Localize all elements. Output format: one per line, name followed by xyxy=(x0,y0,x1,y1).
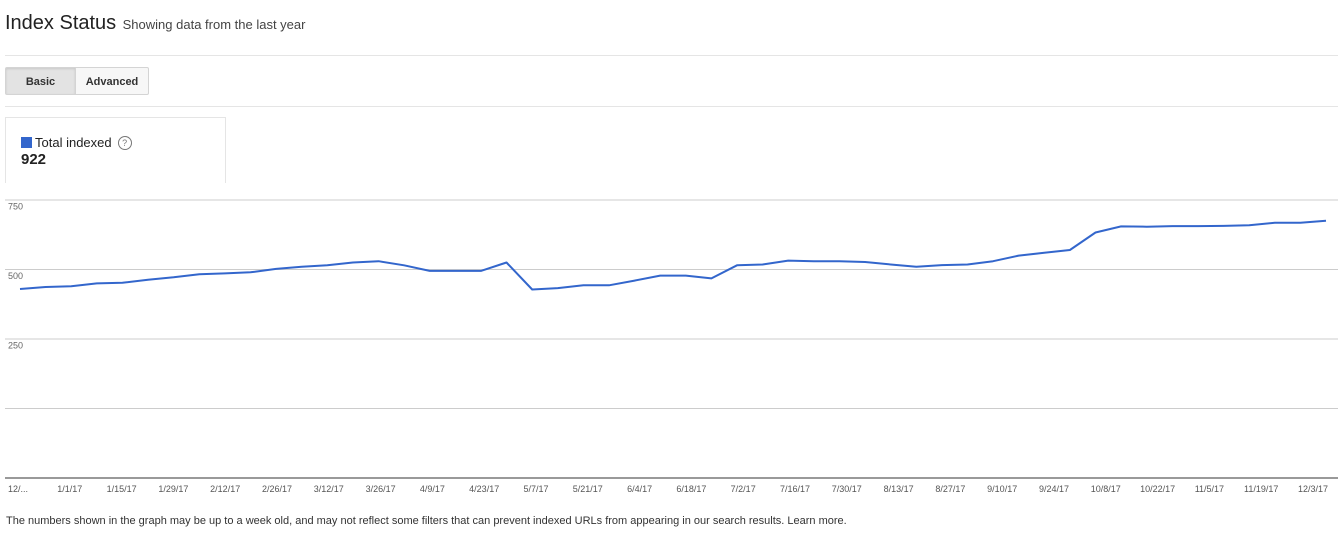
page-header: Index Status Showing data from the last … xyxy=(5,12,305,35)
x-tick-label: 5/21/17 xyxy=(573,484,603,494)
x-tick-label: 7/16/17 xyxy=(780,484,810,494)
x-tick-label: 10/8/17 xyxy=(1091,484,1121,494)
page-title: Index Status xyxy=(5,12,117,34)
x-tick-label: 1/29/17 xyxy=(158,484,188,494)
x-tick-label: 6/4/17 xyxy=(627,484,652,494)
x-tick-label: 9/24/17 xyxy=(1039,484,1069,494)
x-tick-label: 4/9/17 xyxy=(420,484,445,494)
x-tick-label: 7/30/17 xyxy=(832,484,862,494)
tab-advanced[interactable]: Advanced xyxy=(76,67,149,95)
view-tabs: Basic Advanced xyxy=(5,67,149,95)
x-tick-label: 9/10/17 xyxy=(987,484,1017,494)
metric-label: Total indexed xyxy=(35,135,112,150)
x-tick-label: 7/2/17 xyxy=(731,484,756,494)
x-tick-label: 8/27/17 xyxy=(935,484,965,494)
metric-card-total-indexed[interactable]: Total indexed ? 922 xyxy=(5,117,226,183)
header-divider xyxy=(5,55,1338,56)
metric-legend: Total indexed ? xyxy=(21,135,132,150)
x-tick-label: 1/15/17 xyxy=(107,484,137,494)
tab-basic[interactable]: Basic xyxy=(5,67,76,95)
y-tick-label: 500 xyxy=(8,271,23,281)
series-color-swatch xyxy=(21,137,32,148)
x-tick-label: 3/26/17 xyxy=(366,484,396,494)
x-tick-label: 2/26/17 xyxy=(262,484,292,494)
x-tick-label: 8/13/17 xyxy=(884,484,914,494)
tabs-divider xyxy=(5,106,1338,107)
page-subtitle: Showing data from the last year xyxy=(122,17,306,32)
footnote: The numbers shown in the graph may be up… xyxy=(6,515,847,527)
series-line-total-indexed xyxy=(19,219,1327,291)
x-tick-label: 12/3/17 xyxy=(1298,484,1328,494)
y-tick-label: 750 xyxy=(8,202,23,212)
x-tick-label: 5/7/17 xyxy=(523,484,548,494)
x-tick-label: 1/1/17 xyxy=(57,484,82,494)
x-tick-label: 11/5/17 xyxy=(1195,484,1224,494)
x-tick-label: 3/12/17 xyxy=(314,484,344,494)
x-tick-label: 4/23/17 xyxy=(469,484,499,494)
metric-value: 922 xyxy=(21,151,47,168)
x-tick-label: 11/19/17 xyxy=(1244,484,1278,494)
question-circle-icon[interactable]: ? xyxy=(117,135,132,150)
y-tick-label: 250 xyxy=(8,341,23,351)
x-tick-label: 2/12/17 xyxy=(210,484,240,494)
x-tick-label: 12/... xyxy=(8,484,28,494)
index-status-chart: 1,00075050025012/...1/1/171/15/171/29/17… xyxy=(5,199,1338,494)
x-tick-label: 6/18/17 xyxy=(676,484,706,494)
x-tick-label: 10/22/17 xyxy=(1140,484,1175,494)
